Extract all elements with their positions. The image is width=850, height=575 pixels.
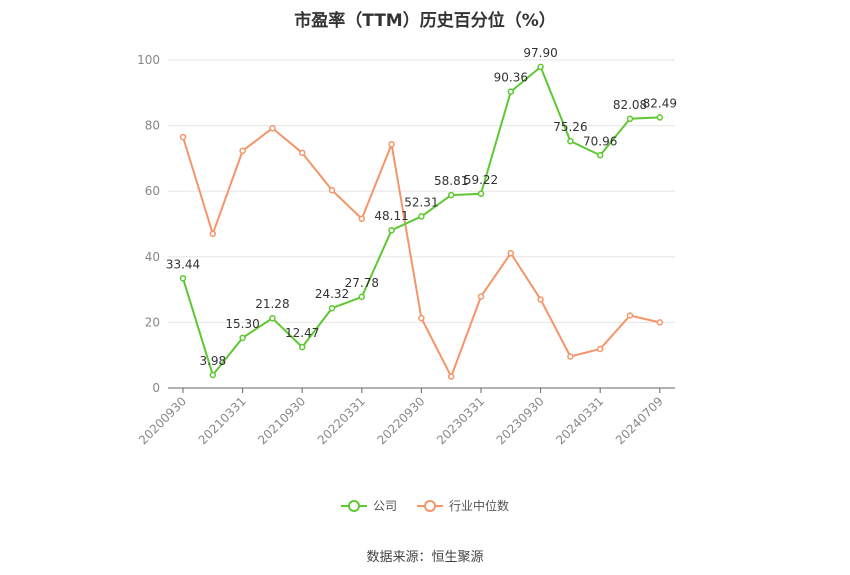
x-tick-label: 20240709 — [613, 394, 666, 447]
data-point[interactable] — [209, 371, 217, 379]
data-label: 58.81 — [434, 174, 468, 188]
y-tick-label: 100 — [137, 53, 160, 67]
grid-lines: 0 20 40 60 80 100 — [137, 53, 675, 395]
data-label: 52.31 — [404, 195, 438, 209]
data-point[interactable] — [477, 293, 485, 300]
legend-industry-label: 行业中位数 — [449, 499, 510, 513]
data-point[interactable] — [418, 213, 425, 220]
legend-industry-marker — [417, 499, 443, 512]
data-label: 33.44 — [166, 257, 200, 271]
data-point[interactable] — [269, 124, 276, 132]
data-point[interactable] — [596, 345, 604, 353]
x-tick-label: 20230331 — [434, 394, 487, 447]
data-point[interactable] — [477, 190, 485, 198]
data-point[interactable] — [358, 293, 366, 301]
data-point[interactable] — [388, 141, 395, 148]
data-point[interactable] — [537, 296, 544, 303]
x-tick-label: 20240331 — [553, 394, 606, 447]
data-point[interactable] — [328, 304, 336, 312]
data-label: 97.90 — [523, 46, 557, 60]
data-point[interactable] — [179, 133, 187, 141]
data-label: 75.26 — [553, 120, 587, 134]
data-label: 21.28 — [255, 297, 289, 311]
data-point[interactable] — [298, 343, 306, 351]
data-label: 59.22 — [464, 173, 498, 187]
y-tick-label: 40 — [145, 250, 160, 264]
data-source: 数据来源：恒生聚源 — [366, 550, 484, 565]
data-point[interactable] — [358, 215, 366, 223]
data-point[interactable] — [656, 319, 664, 326]
data-point[interactable] — [626, 115, 634, 123]
legend: 公司 行业中位数 — [0, 497, 850, 514]
data-point[interactable] — [239, 147, 246, 155]
data-point[interactable] — [507, 88, 515, 95]
y-tick-label: 20 — [145, 315, 160, 329]
data-point[interactable] — [418, 314, 425, 322]
x-tick-label: 20200930 — [136, 394, 189, 447]
y-tick-label: 0 — [152, 381, 160, 395]
data-labels: 33.443.9815.3021.2812.4724.3227.7848.115… — [166, 46, 677, 368]
x-tick-label: 20220331 — [315, 394, 368, 447]
data-point[interactable] — [269, 314, 276, 322]
data-point[interactable] — [447, 191, 455, 199]
data-label: 82.49 — [643, 96, 677, 110]
data-point[interactable] — [239, 334, 246, 342]
data-point[interactable] — [596, 152, 604, 159]
data-point[interactable] — [298, 149, 306, 157]
x-tick-label: 20230930 — [494, 394, 547, 447]
x-tick-label: 20220930 — [374, 394, 427, 447]
y-tick-label: 60 — [145, 184, 160, 198]
data-label: 12.47 — [285, 326, 319, 340]
data-label: 27.78 — [345, 276, 379, 290]
legend-company-label: 公司 — [372, 499, 397, 513]
data-label: 82.08 — [613, 98, 647, 112]
data-point[interactable] — [626, 312, 634, 319]
data-point[interactable] — [567, 353, 574, 360]
chart-title: 市盈率（TTM）历史百分位（%） — [294, 11, 556, 31]
data-point[interactable] — [537, 63, 544, 71]
data-label: 48.11 — [374, 209, 408, 223]
legend-item-industry-median[interactable]: 行业中位数 — [417, 497, 509, 514]
data-point[interactable] — [507, 249, 515, 257]
series-layer — [179, 63, 664, 380]
data-point[interactable] — [656, 114, 664, 121]
x-tick-label: 20210331 — [196, 394, 249, 447]
data-point[interactable] — [567, 137, 574, 145]
data-label: 24.32 — [315, 287, 349, 301]
data-point[interactable] — [388, 226, 395, 234]
data-label: 70.96 — [583, 134, 617, 148]
data-label: 90.36 — [494, 71, 528, 85]
series-line-1 — [182, 127, 661, 378]
x-tick-label: 20210930 — [255, 394, 308, 447]
legend-company-marker — [340, 499, 367, 512]
data-point[interactable] — [447, 373, 455, 380]
data-point[interactable] — [209, 230, 217, 238]
x-axis: 20200930 20210331 20210930 20220331 20220930… — [136, 387, 675, 447]
data-point[interactable] — [328, 186, 336, 194]
data-point[interactable] — [179, 275, 187, 282]
data-label: 3.98 — [199, 354, 226, 368]
legend-item-company[interactable]: 公司 — [340, 497, 397, 514]
y-tick-label: 80 — [145, 119, 160, 133]
data-label: 15.30 — [225, 317, 259, 331]
